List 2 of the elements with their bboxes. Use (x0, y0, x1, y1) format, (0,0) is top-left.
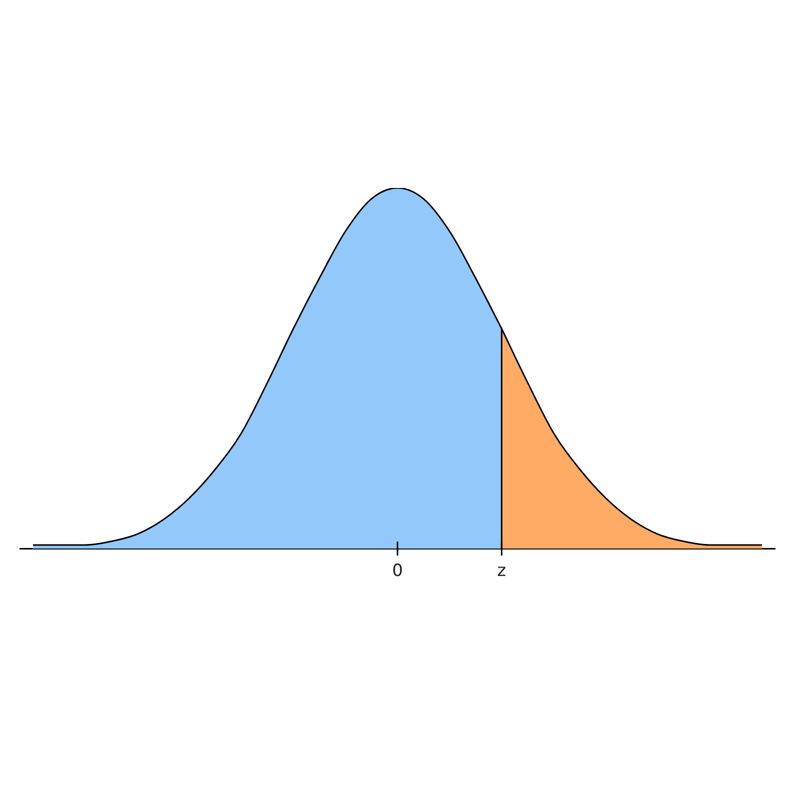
x-tick-label: 0 (392, 561, 403, 582)
x-tick-label: z (497, 561, 506, 582)
